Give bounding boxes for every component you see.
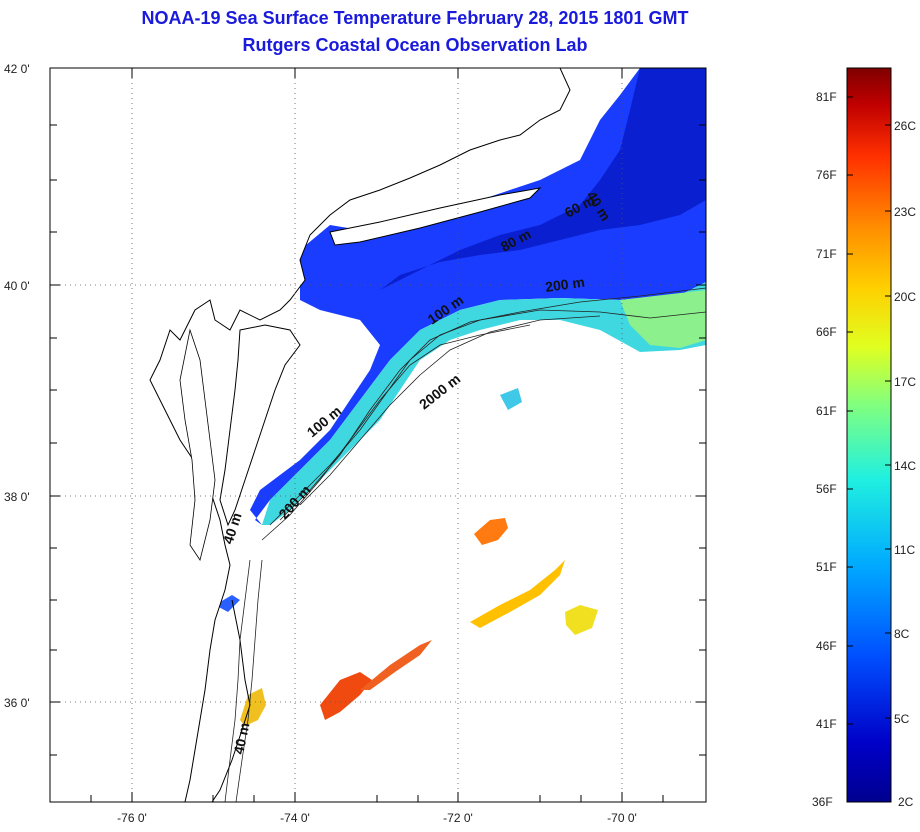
lat-label: 38 0' [4, 490, 30, 504]
bathymetry-contours [224, 287, 706, 802]
cyan-spot [500, 388, 522, 410]
colorbar-c-label: 23C [894, 205, 916, 219]
colorbar-f-label: 71F [816, 247, 837, 261]
map-title: NOAA-19 Sea Surface Temperature February… [141, 8, 689, 28]
lon-label: -74 0' [280, 811, 310, 825]
axis-ticks [50, 68, 706, 802]
outer-banks [211, 599, 251, 802]
chesapeake-bay [179, 328, 216, 561]
lon-label: -70 0' [607, 811, 637, 825]
eddy-red-south [320, 672, 372, 720]
long-island [329, 187, 542, 246]
eddy-orange [474, 518, 508, 545]
colorbar-f-label: 41F [816, 717, 837, 731]
eddy-red-streak [360, 640, 432, 690]
sst-imagery [50, 68, 706, 802]
colorbar-f-label: 51F [816, 560, 837, 574]
lat-label: 40 0' [4, 279, 30, 293]
colorbar-f-label: 56F [816, 482, 837, 496]
contour-label: 200 m [544, 274, 586, 295]
delmarva-peninsula [219, 324, 301, 527]
colorbar-f-label: 76F [816, 168, 837, 182]
eddy-yellow-blob [565, 605, 598, 635]
map-subtitle: Rutgers Coastal Ocean Observation Lab [242, 35, 588, 55]
lat-label: 36 0' [4, 696, 30, 710]
colorbar-c-label: 17C [894, 375, 916, 389]
colorbar-c-label: 8C [894, 627, 910, 641]
colorbar-c-label: 26C [894, 119, 916, 133]
contour-label: 40 m [230, 721, 252, 756]
blue-sound [215, 595, 240, 612]
eddy-yellow-streak [470, 560, 565, 628]
lon-label: -76 0' [117, 811, 147, 825]
colorbar-ticks [847, 96, 891, 725]
colorbar-c-label: 11C [894, 543, 915, 557]
colorbar-c-label: 20C [894, 290, 916, 304]
colorbar-f-label: 81F [816, 90, 837, 104]
colorbar-f-label: 46F [816, 639, 837, 653]
colorbar-f-label: 66F [816, 325, 837, 339]
coastline-northeast [50, 68, 571, 802]
colorbar-f-label: 36F [812, 795, 833, 809]
lat-label: 42 0' [4, 62, 30, 76]
shelf-deep-blue [380, 68, 706, 290]
colorbar-f-label: 61F [816, 404, 837, 418]
colorbar [846, 67, 892, 803]
slope-green-patch [620, 290, 706, 348]
lon-label: -72 0' [443, 811, 473, 825]
colorbar-c-label: 5C [894, 712, 910, 726]
colorbar-c-label: 14C [894, 459, 916, 473]
shelf-cold-water [250, 68, 706, 525]
colorbar-c-label: 2C [898, 795, 914, 809]
